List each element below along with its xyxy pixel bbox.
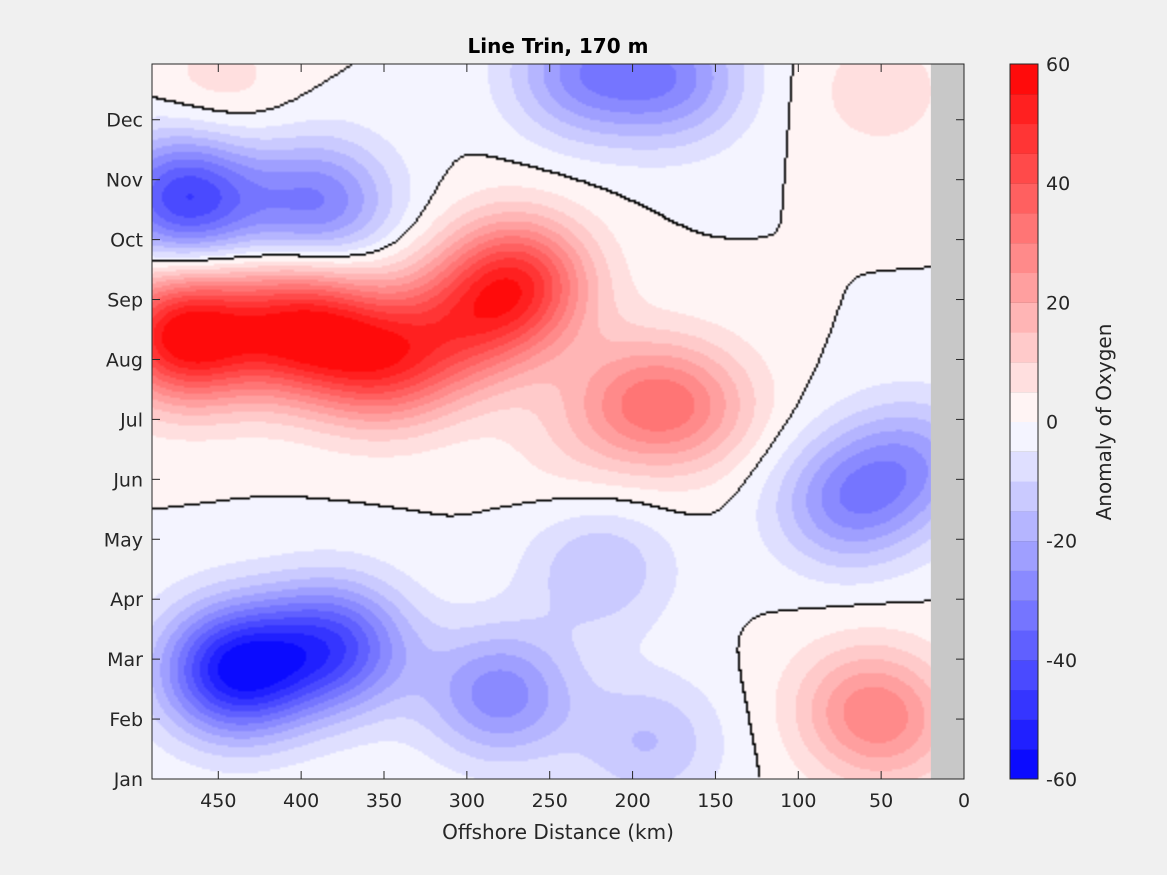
colorbar-segment bbox=[1010, 689, 1038, 720]
x-tick-label: 200 bbox=[614, 790, 650, 812]
y-tick-label: Oct bbox=[110, 230, 143, 252]
y-tick-label: Aug bbox=[106, 349, 143, 371]
y-tick-label: Dec bbox=[106, 110, 143, 132]
x-tick-label: 250 bbox=[532, 790, 568, 812]
colorbar-segment bbox=[1010, 421, 1038, 452]
colorbar-segment bbox=[1010, 302, 1038, 333]
y-tick-label: Jan bbox=[113, 769, 143, 791]
heatmap-image bbox=[152, 64, 964, 779]
colorbar-segment bbox=[1010, 451, 1038, 482]
y-tick-label: Apr bbox=[110, 589, 143, 611]
y-tick-label: May bbox=[104, 529, 143, 551]
plot-frame bbox=[151, 63, 965, 780]
no-data-region bbox=[930, 64, 964, 779]
colorbar-segment bbox=[1010, 719, 1038, 750]
colorbar-segment bbox=[1010, 481, 1038, 512]
colorbar-segment bbox=[1010, 332, 1038, 363]
colorbar-tick-label: 40 bbox=[1046, 173, 1070, 195]
chart-title: Line Trin, 170 m bbox=[468, 34, 649, 58]
colorbar-label: Anomaly of Oxygen bbox=[1092, 324, 1116, 521]
colorbar-segment bbox=[1010, 242, 1038, 274]
y-tick-label: Feb bbox=[109, 709, 143, 731]
colorbar-tick-label: -60 bbox=[1046, 769, 1077, 791]
colorbar-segment bbox=[1010, 570, 1038, 601]
y-tick-label: Jul bbox=[119, 409, 143, 431]
colorbar-segment bbox=[1010, 540, 1038, 571]
colorbar-segment bbox=[1010, 183, 1038, 214]
x-tick-label: 150 bbox=[697, 790, 733, 812]
y-tick-label: Jun bbox=[112, 469, 143, 491]
colorbar-segment bbox=[1010, 749, 1038, 780]
colorbar-tick-label: -20 bbox=[1046, 531, 1077, 553]
y-tick-label: Nov bbox=[106, 170, 143, 192]
x-tick-label: 450 bbox=[200, 790, 236, 812]
x-tick-label: 350 bbox=[366, 790, 402, 812]
colorbar-segment bbox=[1010, 272, 1038, 303]
colorbar-segment bbox=[1010, 64, 1038, 95]
colorbar-segment bbox=[1010, 600, 1038, 631]
colorbar-segment bbox=[1010, 659, 1038, 691]
heatmap-plot-area bbox=[151, 63, 965, 780]
colorbar-frame bbox=[1009, 63, 1039, 780]
x-tick-label: 100 bbox=[780, 790, 816, 812]
colorbar: 60 40 20 0 -20 -40 -60 Anomaly of Oxygen bbox=[1009, 54, 1116, 791]
colorbar-tick-label: 60 bbox=[1046, 54, 1070, 76]
y-axis: Jan Feb Mar Apr May Jun Jul Aug Sep Oct Nov Dec bbox=[104, 110, 964, 791]
x-axis: 450 400 350 300 250 200 150 100 50 0 bbox=[200, 64, 970, 812]
colorbar-segment bbox=[1010, 630, 1038, 661]
x-tick-label: 50 bbox=[869, 790, 893, 812]
colorbar-segment bbox=[1010, 93, 1038, 125]
colorbar-tick-label: 0 bbox=[1046, 412, 1058, 434]
colorbar-segment bbox=[1010, 123, 1038, 154]
x-axis-label: Offshore Distance (km) bbox=[442, 820, 674, 844]
colorbar-segment bbox=[1010, 391, 1038, 422]
colorbar-segment bbox=[1010, 212, 1038, 244]
colorbar-tick-label: 20 bbox=[1046, 292, 1070, 314]
colorbar-segment bbox=[1010, 510, 1038, 542]
y-tick-label: Mar bbox=[107, 649, 143, 671]
colorbar-segment bbox=[1010, 361, 1038, 393]
colorbar-segment bbox=[1010, 153, 1038, 184]
colorbar-tick-label: -40 bbox=[1046, 650, 1077, 672]
x-tick-label: 0 bbox=[958, 790, 970, 812]
x-tick-label: 400 bbox=[283, 790, 319, 812]
x-tick-label: 300 bbox=[449, 790, 485, 812]
y-tick-label: Sep bbox=[107, 290, 143, 312]
